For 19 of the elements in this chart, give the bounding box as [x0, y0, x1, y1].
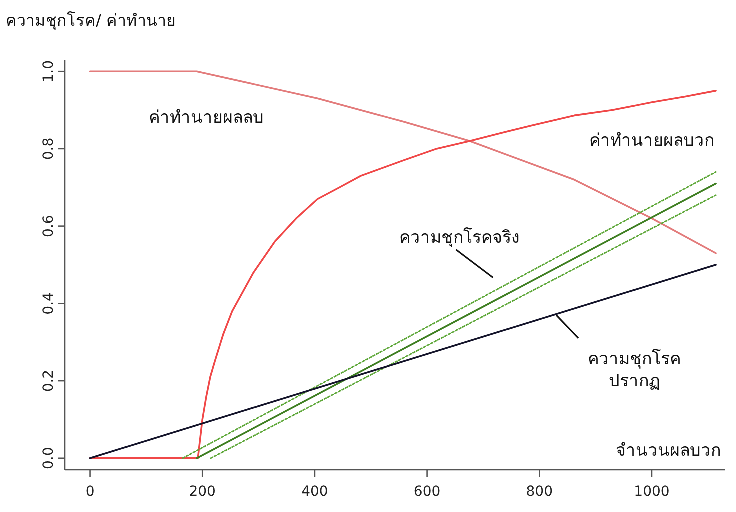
- y-tick-label: 1.0: [41, 60, 57, 83]
- y-tick-label: 0.6: [41, 215, 57, 238]
- y-tick-label: 0.4: [41, 292, 57, 315]
- annotation: ความชุกโรค ปรากฏ: [588, 348, 681, 392]
- y-axis-title: ความชุกโรค/ ค่าทำนาย: [6, 11, 176, 31]
- y-tick-label: 0.8: [41, 138, 57, 160]
- x-tick-label: 800: [526, 484, 554, 500]
- annotation: ค่าทำนายผลบวก: [589, 131, 714, 152]
- x-tick-label: 400: [302, 484, 328, 500]
- annotation: ความชุกโรคจริง: [399, 226, 520, 248]
- x-tick-label: 1000: [634, 484, 670, 500]
- line-series: [89, 70, 717, 254]
- x-tick-label: 200: [189, 484, 216, 500]
- x-tick-label: 0: [86, 484, 95, 500]
- annotation: ค่าทำนายผลลบ: [149, 108, 264, 128]
- y-tick-label: 0.2: [41, 370, 57, 392]
- x-axis-title: จำนวนผลบวก: [616, 441, 721, 461]
- y-tick-label: 0.0: [41, 447, 57, 470]
- x-tick-label: 600: [414, 484, 441, 500]
